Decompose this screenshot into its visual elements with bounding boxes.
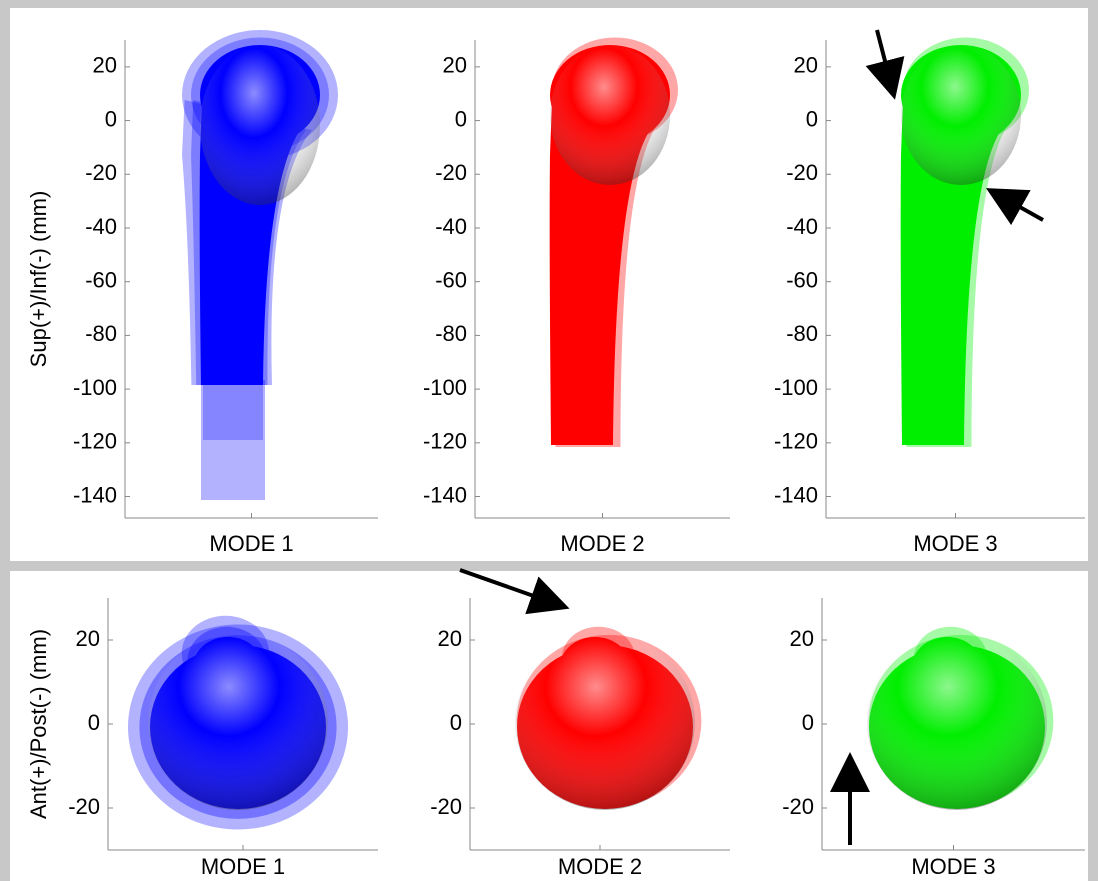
plot: 20 0 -20 MODE 3 xyxy=(782,598,1085,879)
y-tick-label: -60 xyxy=(786,267,818,292)
extent xyxy=(201,380,265,500)
y-tick-label: -60 xyxy=(435,267,467,292)
y-tick-label: -60 xyxy=(85,267,117,292)
y-tick-label: 0 xyxy=(105,106,117,131)
shading xyxy=(867,634,1047,810)
y-axis-label: Ant(+)/Post(-) (mm) xyxy=(26,629,51,819)
plot: 20 0 -20 -40 -60 -80 -100 -120 -140 MODE 3 xyxy=(774,37,1085,556)
x-axis-label: MODE 3 xyxy=(913,531,997,556)
y-tick-label: -40 xyxy=(786,214,818,239)
shading xyxy=(901,45,1021,185)
y-tick-label: 0 xyxy=(450,710,462,735)
y-tick-label: 0 xyxy=(806,106,818,131)
x-axis-label: MODE 3 xyxy=(911,854,995,879)
extent xyxy=(203,380,263,440)
y-tick-label: -100 xyxy=(774,375,818,400)
arrow xyxy=(865,29,905,100)
shading xyxy=(148,634,328,810)
y-tick-label: -140 xyxy=(423,482,467,507)
y-tick-label: 0 xyxy=(88,710,100,735)
y-tick-label: 20 xyxy=(93,53,117,78)
y-tick-label: -140 xyxy=(774,482,818,507)
y-tick-label: -20 xyxy=(68,794,100,819)
y-tick-label: -40 xyxy=(435,214,467,239)
bone-shaft xyxy=(549,100,650,445)
y-tick-label: -140 xyxy=(73,482,117,507)
y-tick-label: -20 xyxy=(782,794,814,819)
plot: 20 0 -20 -40 -60 -80 -100 -120 -140 MODE 2 xyxy=(423,37,730,556)
y-tick-label: -80 xyxy=(435,321,467,346)
y-tick-label: 20 xyxy=(443,53,467,78)
y-tick-label: 0 xyxy=(802,710,814,735)
shading xyxy=(515,634,695,810)
plot: 20 0 -20 -40 -60 -80 -100 -120 -140 MODE 1 Sup(+)/… xyxy=(26,30,378,556)
x-axis-label: MODE 2 xyxy=(560,531,644,556)
y-tick-label: -80 xyxy=(85,321,117,346)
arrow xyxy=(986,188,1044,226)
arrow xyxy=(459,568,570,615)
y-tick-label: -80 xyxy=(786,321,818,346)
y-tick-label: -100 xyxy=(73,375,117,400)
x-axis-label: MODE 1 xyxy=(209,531,293,556)
shading xyxy=(200,45,320,205)
y-tick-label: 20 xyxy=(438,626,462,651)
y-tick-label: 20 xyxy=(76,626,100,651)
y-tick-label: 0 xyxy=(455,106,467,131)
arrows xyxy=(459,29,1044,845)
plot: 20 0 -20 MODE 2 xyxy=(430,598,730,879)
y-tick-label: -20 xyxy=(786,160,818,185)
y-tick-label: -20 xyxy=(435,160,467,185)
plot: 20 0 -20 MODE 1 Ant(+)/Post(-) (mm) xyxy=(26,598,378,879)
y-tick-label: -40 xyxy=(85,214,117,239)
shading xyxy=(550,45,670,185)
y-tick-label: -120 xyxy=(73,429,117,454)
y-axis-label: Sup(+)/Inf(-) (mm) xyxy=(26,191,51,368)
x-axis-label: MODE 2 xyxy=(558,854,642,879)
bone-shaft xyxy=(900,100,1001,445)
y-tick-label: -120 xyxy=(423,429,467,454)
y-tick-label: -20 xyxy=(85,160,117,185)
y-tick-label: -100 xyxy=(423,375,467,400)
y-tick-label: 20 xyxy=(794,53,818,78)
y-tick-label: -120 xyxy=(774,429,818,454)
y-tick-label: -20 xyxy=(430,794,462,819)
x-axis-label: MODE 1 xyxy=(201,854,285,879)
y-tick-label: 20 xyxy=(790,626,814,651)
